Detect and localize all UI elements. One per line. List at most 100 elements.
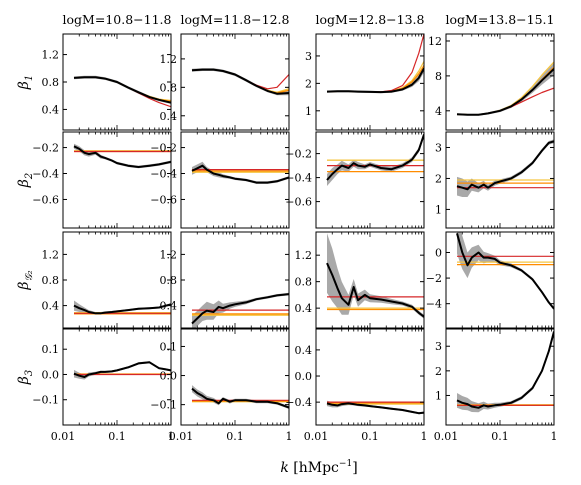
- y-tick-label-r3c4-1: −4: [426, 298, 442, 311]
- measured-line-r2c3: [326, 134, 424, 181]
- error-band-r4c2: [192, 385, 289, 409]
- y-tick-label-r2c1-2: −0.4: [32, 168, 59, 181]
- orange-model-line-r1c1: [73, 76, 171, 102]
- y-tick-label-r3c2-3: 1.2: [160, 248, 178, 261]
- column-title-2: logM=11.8−12.8: [181, 12, 290, 27]
- panel-r4c1: −0.1 0.0 0.1 0.01 0.1 1: [32, 328, 175, 443]
- x-tick-label-r4c2-1: 0.01: [169, 430, 194, 443]
- orange-model-line-r1c3: [326, 65, 424, 93]
- y-tick-label-r1c2-3: 1.2: [160, 53, 178, 66]
- x-tick-label-r4c1-2: 0.1: [108, 430, 126, 443]
- error-band-r1c4: [457, 62, 554, 116]
- y-tick-label-r1c1-1: 0.4: [42, 103, 60, 116]
- x-tick-label-r4c2-2: 0.1: [226, 430, 244, 443]
- y-tick-label-r4c1-2: 0.0: [42, 368, 60, 381]
- x-tick-label-r4c1-3: 1: [168, 430, 175, 443]
- measured-line-r3c1: [73, 303, 171, 315]
- panel-r2c2: −0.6 −0.4 −0.2: [150, 131, 290, 229]
- y-tick-label-r4c2-2: 0.0: [160, 370, 178, 383]
- y-tick-label-r3c1-2: 0.8: [42, 274, 60, 287]
- panel-r1c1: 0.4 0.8 1.2: [42, 33, 172, 131]
- panel-r1c4: 4 8 12: [428, 33, 555, 131]
- row-label-3: β𝒢₂: [16, 270, 35, 290]
- y-tick-label-r4c3-2: 0.0: [295, 370, 313, 383]
- measured-line-r1c2: [191, 68, 289, 95]
- y-tick-label-r4c1-3: 0.1: [42, 343, 60, 356]
- error-band-r1c3: [327, 64, 424, 94]
- y-tick-label-r1c1-3: 1.2: [42, 49, 60, 62]
- panel-r3c4: −4 −2 0: [426, 231, 555, 329]
- x-tick-label-r4c4-1: 0.01: [434, 430, 459, 443]
- x-tick-label-r4c4-2: 0.1: [491, 430, 509, 443]
- y-tick-label-r4c3-3: 0.4: [295, 344, 313, 357]
- measured-line-r4c2: [191, 387, 289, 409]
- y-tick-label-r1c2-2: 0.8: [160, 81, 178, 94]
- y-tick-label-r3c4-2: −2: [426, 272, 442, 285]
- column-title-1: logM=10.8−11.8: [63, 12, 172, 27]
- y-tick-label-r2c2-1: −0.6: [150, 193, 177, 206]
- y-tick-label-r4c1-1: −0.1: [32, 394, 59, 407]
- y-tick-label-r4c2-1: −0.1: [150, 399, 177, 412]
- x-tick-label-r4c2-3: 1: [286, 430, 293, 443]
- row-label-2: β2: [16, 173, 35, 188]
- x-axis-title: k [hMpc−1]: [280, 459, 357, 476]
- measured-line-r3c3: [326, 262, 424, 318]
- red-model-line-r1c4: [456, 87, 554, 116]
- panel-r3c2: 0.4 0.8 1.2: [160, 231, 290, 329]
- y-tick-label-r1c4-1: 4: [435, 105, 442, 118]
- y-tick-label-r1c2-1: 0.4: [160, 110, 178, 123]
- y-tick-label-r1c1-2: 0.8: [42, 76, 60, 89]
- measured-line-r3c4: [456, 233, 554, 310]
- measured-line-r2c2: [191, 164, 289, 184]
- red-model-line-r1c1: [73, 76, 171, 108]
- yellow-model-line-r1c2: [191, 68, 289, 93]
- y-tick-label-r1c4-2: 8: [435, 70, 442, 83]
- y-tick-label-r4c4-3: 3: [435, 340, 442, 353]
- panel-r4c4: 1 2 3 0.01 0.1 1: [434, 328, 558, 443]
- y-tick-label-r1c3-2: 2: [305, 77, 312, 90]
- y-tick-label-r2c1-3: −0.2: [32, 142, 59, 155]
- y-tick-label-r2c3-3: −0.2: [285, 148, 312, 161]
- panel-frame-r1c2: [180, 33, 290, 131]
- row-labels: β1 β2 β𝒢₂ β3: [16, 75, 35, 385]
- x-tick-label-r4c1-1: 0.01: [51, 430, 76, 443]
- y-tick-label-r3c1-3: 1.2: [42, 248, 60, 261]
- measured-line-r4c4: [456, 331, 554, 409]
- y-tick-label-r2c2-3: −0.2: [150, 142, 177, 155]
- panel-r3c1: 0.4 0.8 1.2: [42, 231, 172, 329]
- measured-line-r4c1: [73, 361, 171, 378]
- error-band-r3c4: [457, 232, 554, 311]
- measured-line-r2c1: [73, 145, 171, 168]
- x-tick-label-r4c3-2: 0.1: [361, 430, 379, 443]
- panel-r2c1: −0.6 −0.4 −0.2: [32, 131, 172, 229]
- y-tick-label-r2c3-2: −0.4: [285, 172, 312, 185]
- y-tick-label-r2c2-2: −0.4: [150, 168, 177, 181]
- error-band-r2c2: [192, 161, 289, 184]
- y-tick-label-r4c4-1: 1: [435, 389, 442, 402]
- panel-r4c2: −0.1 0.0 0.1 0.01 0.1 1: [150, 328, 293, 443]
- yellow-model-line-r1c1: [73, 76, 171, 102]
- orange-model-line-r1c2: [191, 68, 289, 94]
- y-tick-label-r2c4-2: 2: [435, 172, 442, 185]
- y-tick-label-r3c2-2: 0.8: [160, 274, 178, 287]
- y-tick-label-r3c3-2: 0.8: [295, 276, 313, 289]
- y-tick-label-r2c1-1: −0.6: [32, 193, 59, 206]
- y-tick-label-r1c3-1: 1: [305, 105, 312, 118]
- panel-r1c3: 1 2 3: [305, 33, 425, 131]
- error-band-r4c1: [74, 361, 171, 380]
- y-tick-label-r3c4-3: 0: [435, 246, 442, 259]
- row-label-4: β3: [16, 370, 35, 385]
- y-tick-label-r1c4-3: 12: [428, 35, 442, 48]
- column-title-3: logM=12.8−13.8: [316, 12, 425, 27]
- y-tick-label-r4c4-2: 2: [435, 365, 442, 378]
- panel-frame-r4c2: [180, 328, 290, 426]
- y-tick-label-r2c4-3: 3: [435, 141, 442, 154]
- column-titles: logM=10.8−11.8 logM=11.8−12.8 logM=12.8−13…: [63, 12, 555, 27]
- y-tick-label-r3c1-1: 0.4: [42, 300, 60, 313]
- column-title-4: logM=13.8−15.1: [446, 12, 555, 27]
- measured-line-r1c1: [73, 76, 171, 104]
- row-label-1: β1: [16, 75, 35, 90]
- panel-r2c4: 1 2 3: [435, 131, 555, 229]
- y-tick-label-r4c3-1: −0.4: [285, 396, 312, 409]
